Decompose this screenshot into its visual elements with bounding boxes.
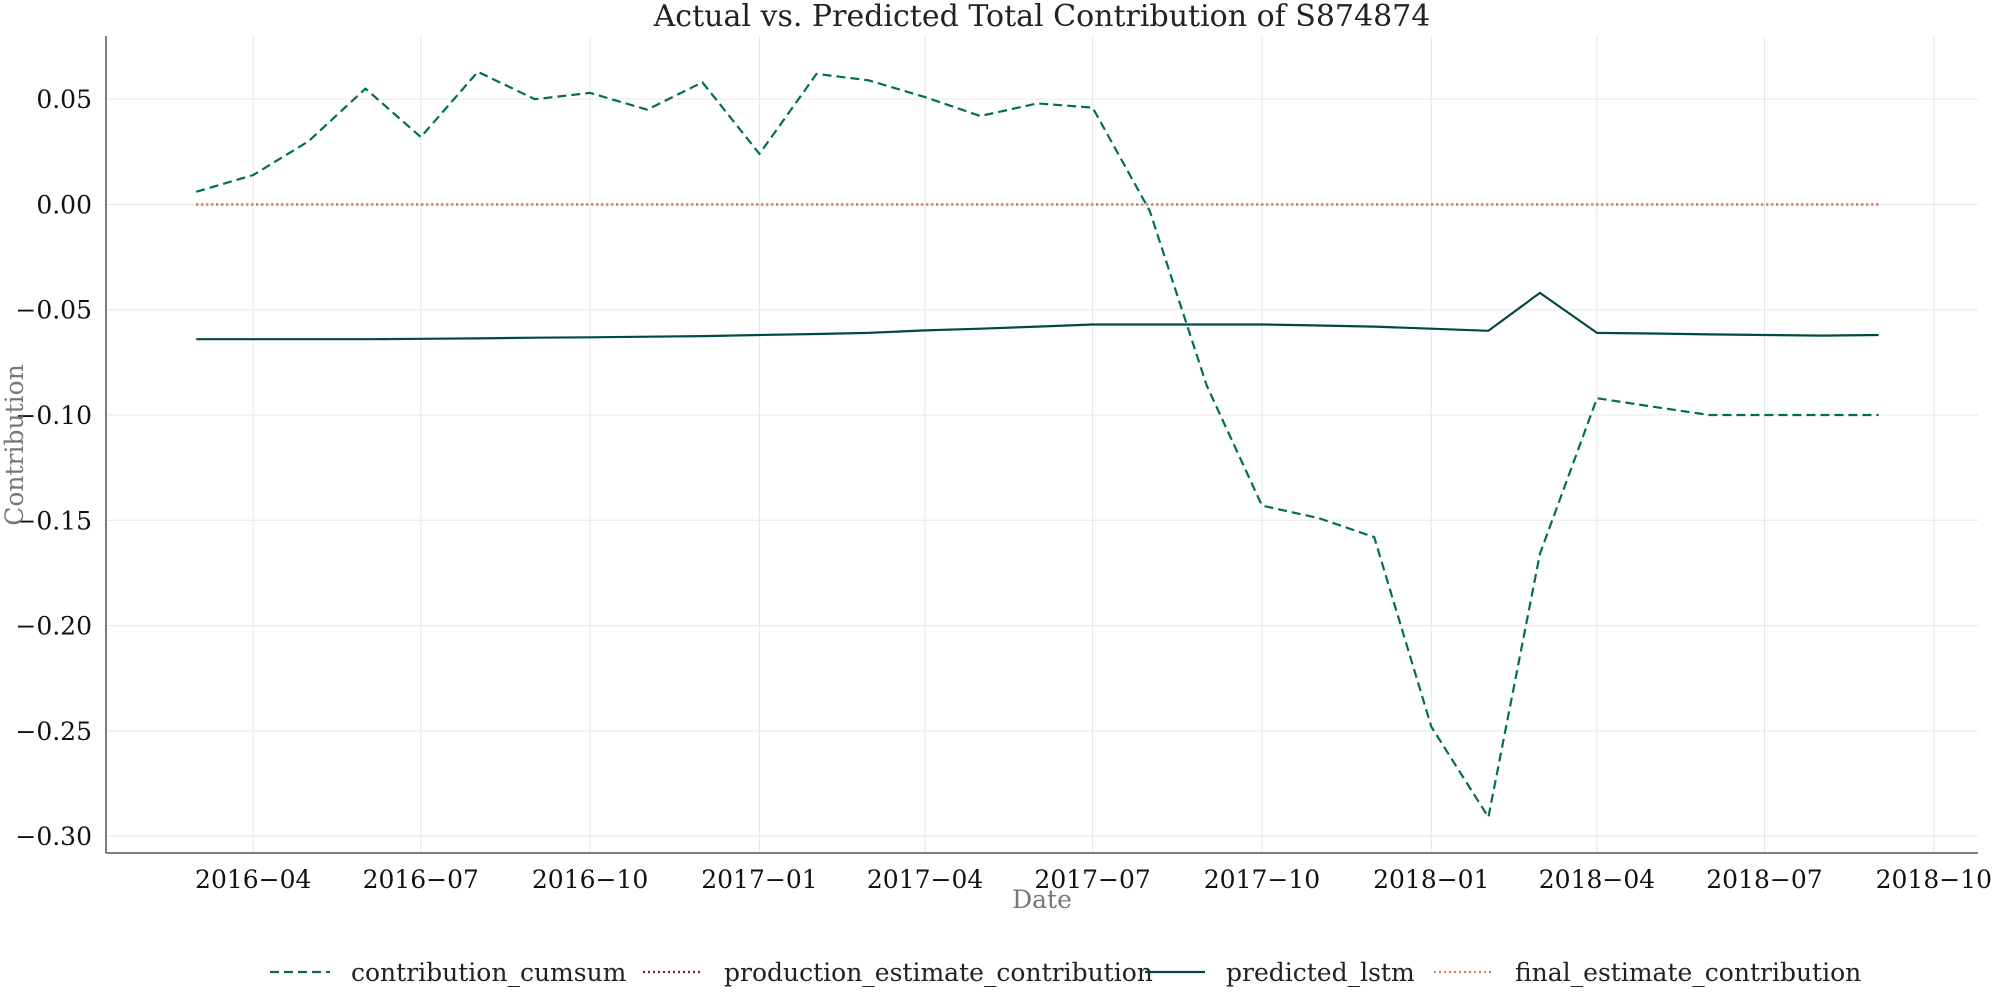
x-tick-label: 2018−10 xyxy=(1876,865,1992,894)
y-axis-label: Contribution xyxy=(0,364,29,526)
legend-label-predicted-lstm: predicted_lstm xyxy=(1226,958,1415,987)
x-tick-label: 2016−10 xyxy=(532,865,648,894)
legend-label-production-estimate-contribution: production_estimate_contribution xyxy=(724,958,1153,987)
y-tick-label: −0.25 xyxy=(15,717,92,746)
legend: contribution_cumsum production_estimate_c… xyxy=(270,958,1861,987)
series-line-contribution-cumsum xyxy=(195,70,1879,819)
x-tick-label: 2018−07 xyxy=(1706,865,1822,894)
x-tick-label: 2017−04 xyxy=(867,865,983,894)
y-tick-label: 0.00 xyxy=(36,190,92,219)
gridlines xyxy=(106,36,1978,853)
x-tick-label: 2016−07 xyxy=(363,865,479,894)
x-tick-label: 2018−04 xyxy=(1539,865,1655,894)
x-tick-label: 2017−07 xyxy=(1034,865,1150,894)
y-tick-label: −0.30 xyxy=(15,822,92,851)
axes xyxy=(105,36,1978,854)
x-tick-label: 2018−01 xyxy=(1373,865,1489,894)
y-tick-label: 0.05 xyxy=(36,85,92,114)
x-tick-label: 2017−01 xyxy=(701,865,817,894)
x-axis-label: Date xyxy=(1012,885,1072,914)
series-lines xyxy=(195,70,1879,819)
x-tick-label: 2016−04 xyxy=(195,865,311,894)
y-tick-label: −0.15 xyxy=(15,506,92,535)
tick-labels: 0.05 0.00 −0.05 −0.10 −0.15 −0.20 −0.25 −0.30 20… xyxy=(15,85,1992,894)
y-tick-label: −0.05 xyxy=(15,296,92,325)
x-tick-label: 2017−10 xyxy=(1204,865,1320,894)
chart-title: Actual vs. Predicted Total Contribution … xyxy=(653,0,1431,34)
legend-label-final-estimate-contribution: final_estimate_contribution xyxy=(1515,958,1861,987)
y-tick-label: −0.20 xyxy=(15,612,92,641)
y-tick-label: −0.10 xyxy=(15,401,92,430)
legend-label-contribution-cumsum: contribution_cumsum xyxy=(351,958,627,987)
series-line-predicted-lstm xyxy=(196,291,1879,341)
